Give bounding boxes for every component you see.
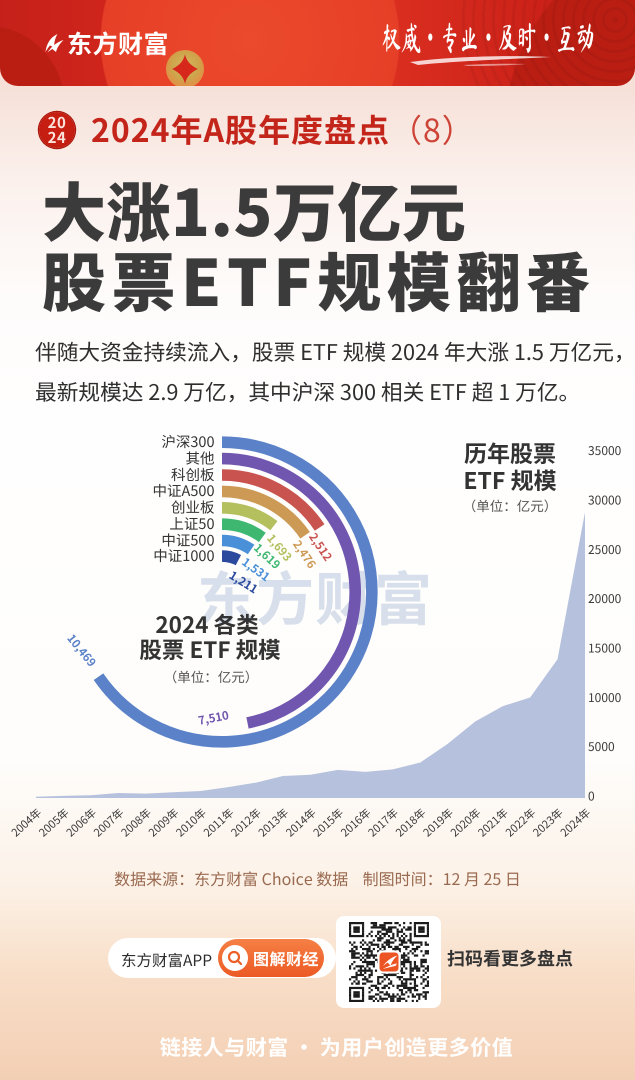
svg-text:2010年: 2010年 <box>173 805 210 841</box>
svg-text:2023年: 2023年 <box>529 805 566 841</box>
svg-text:股票 ETF 规模: 股票 ETF 规模 <box>139 633 281 665</box>
svg-text:0: 0 <box>588 788 595 805</box>
svg-text:中证A500: 中证A500 <box>153 480 215 501</box>
svg-text:2018年: 2018年 <box>392 805 429 841</box>
svg-text:30000: 30000 <box>588 491 622 508</box>
svg-text:（单位：亿元）: （单位：亿元） <box>164 666 259 686</box>
svg-text:（单位：亿元）: （单位：亿元） <box>463 495 558 515</box>
svg-text:历年股票: 历年股票 <box>464 435 556 469</box>
svg-text:2008年: 2008年 <box>118 805 155 841</box>
svg-text:2013年: 2013年 <box>255 805 292 841</box>
svg-text:5000: 5000 <box>588 738 615 755</box>
svg-text:2020年: 2020年 <box>447 805 484 841</box>
svg-text:2021年: 2021年 <box>474 805 511 841</box>
svg-text:2012年: 2012年 <box>227 805 264 841</box>
svg-text:10,469: 10,469 <box>63 631 99 671</box>
svg-text:2015年: 2015年 <box>310 805 347 841</box>
svg-text:其他: 其他 <box>186 447 215 468</box>
svg-text:2004年: 2004年 <box>8 805 45 841</box>
svg-text:15000: 15000 <box>588 640 622 657</box>
svg-text:2016年: 2016年 <box>337 805 374 841</box>
svg-text:中证1000: 中证1000 <box>153 545 214 566</box>
svg-text:2019年: 2019年 <box>420 805 457 841</box>
svg-text:ETF 规模: ETF 规模 <box>463 462 556 496</box>
svg-text:2007年: 2007年 <box>90 805 127 841</box>
svg-text:20000: 20000 <box>588 590 622 607</box>
svg-text:7,510: 7,510 <box>197 707 231 729</box>
svg-text:2006年: 2006年 <box>63 805 100 841</box>
svg-text:2011年: 2011年 <box>200 805 237 841</box>
svg-text:35000: 35000 <box>588 442 622 459</box>
svg-text:创业板: 创业板 <box>171 497 215 518</box>
svg-text:中证500: 中证500 <box>161 529 214 550</box>
svg-text:2005年: 2005年 <box>35 805 72 841</box>
svg-text:2009年: 2009年 <box>145 805 182 841</box>
svg-text:东方财富: 东方财富 <box>197 553 433 637</box>
svg-text:2014年: 2014年 <box>282 805 319 841</box>
svg-text:10000: 10000 <box>588 689 622 706</box>
svg-text:沪深300: 沪深300 <box>161 431 214 452</box>
svg-text:上证50: 上证50 <box>169 513 214 534</box>
svg-text:2024年: 2024年 <box>557 805 594 841</box>
svg-text:2024 各类: 2024 各类 <box>155 608 258 640</box>
svg-text:25000: 25000 <box>588 541 622 558</box>
svg-text:科创板: 科创板 <box>171 464 215 485</box>
svg-text:2022年: 2022年 <box>502 805 539 841</box>
svg-text:2017年: 2017年 <box>365 805 402 841</box>
